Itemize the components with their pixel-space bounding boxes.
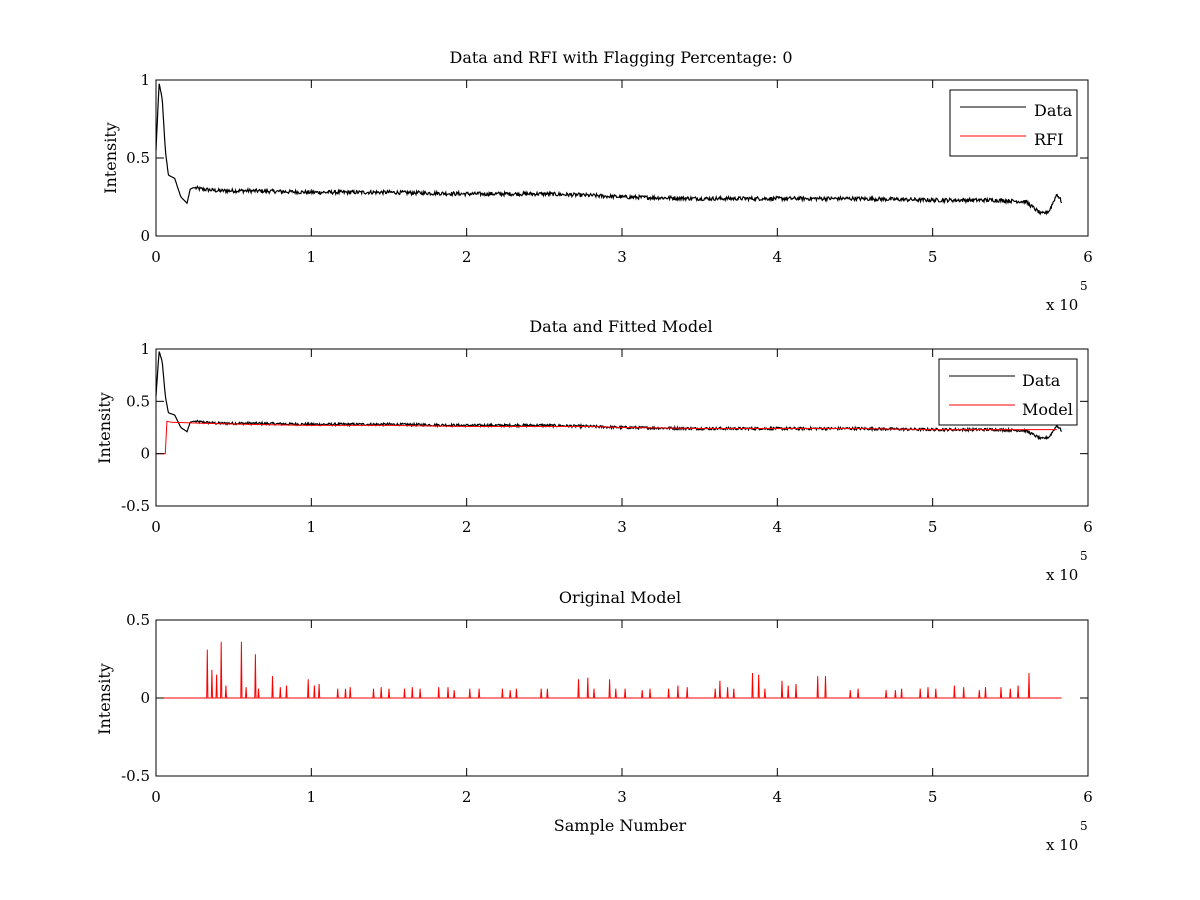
plot-area <box>156 641 1062 699</box>
x-exponent-label: x 10 <box>1046 296 1078 314</box>
ticks: 0 1 2 3 4 5 6-0.500.51 <box>121 340 1093 536</box>
panel-fitted-model: Data and Fitted Model Intensity 0 1 2 3 4 5 6 -… <box>95 317 1093 584</box>
legend: Data RFI <box>949 89 1078 157</box>
legend-label-model: Model <box>1022 400 1073 419</box>
series-line-original-model <box>156 641 1062 699</box>
y-tick-label: 0 <box>140 445 150 463</box>
x-tick-label: 6 <box>1083 788 1093 806</box>
x-tick-label: 5 <box>928 248 938 266</box>
x-tick-label: 4 <box>773 518 783 536</box>
x-tick-label: 3 <box>617 788 627 806</box>
x-tick-label: 0 <box>151 788 161 806</box>
series-line-data <box>155 83 1063 216</box>
y-tick-label: 1 <box>140 340 150 358</box>
panel-title: Original Model <box>559 588 681 607</box>
x-tick-label: 1 <box>307 788 317 806</box>
x-tick-label: 2 <box>462 248 472 266</box>
x-tick-label: 6 <box>1083 518 1093 536</box>
legend-label-data: Data <box>1022 371 1061 390</box>
plot-area <box>155 351 1063 455</box>
x-tick-label: 1 <box>307 518 317 536</box>
y-tick-label: 0.5 <box>126 392 150 410</box>
x-tick-label: 5 <box>928 788 938 806</box>
ticks: 0 1 2 3 4 5 6 0 0.5 1 <box>126 71 1093 266</box>
x-tick-label: 0 <box>151 518 161 536</box>
legend-label-rfi: RFI <box>1034 130 1063 149</box>
y-tick-label: -0.5 <box>121 497 150 515</box>
y-tick-label: -0.5 <box>121 767 150 785</box>
x-tick-label: 3 <box>617 248 627 266</box>
x-axis-label: Sample Number <box>554 816 687 835</box>
y-tick-label: 0.5 <box>126 611 150 629</box>
x-exponent-power: 5 <box>1080 279 1088 293</box>
x-tick-label: 1 <box>307 248 317 266</box>
y-tick-label: 0 <box>140 227 150 245</box>
legend: Data Model <box>938 358 1078 426</box>
x-tick-label: 5 <box>928 518 938 536</box>
x-tick-label: 6 <box>1083 248 1093 266</box>
x-tick-label: 3 <box>617 518 627 536</box>
x-tick-label: 4 <box>773 788 783 806</box>
x-tick-label: 4 <box>773 248 783 266</box>
y-tick-label: 0 <box>140 689 150 707</box>
panel-title: Data and RFI with Flagging Percentage: 0 <box>449 48 792 67</box>
plot-area <box>155 83 1063 216</box>
y-axis-label: Intensity <box>95 663 114 735</box>
x-tick-label: 2 <box>462 518 472 536</box>
panel-title: Data and Fitted Model <box>529 317 712 336</box>
x-exponent-power: 5 <box>1080 819 1088 833</box>
legend-box <box>938 358 1078 426</box>
panel-data-rfi: Data and RFI with Flagging Percentage: 0… <box>101 48 1093 314</box>
x-exponent-label: x 10 <box>1046 836 1078 854</box>
legend-box <box>949 89 1078 157</box>
x-tick-label: 0 <box>151 248 161 266</box>
legend-label-data: Data <box>1034 101 1073 120</box>
x-exponent-power: 5 <box>1080 549 1088 563</box>
y-axis-label: Intensity <box>101 122 120 194</box>
x-tick-label: 2 <box>462 788 472 806</box>
x-exponent-label: x 10 <box>1046 566 1078 584</box>
y-tick-label: 1 <box>140 71 150 89</box>
y-axis-label: Intensity <box>95 392 114 464</box>
ticks: 0 1 2 3 4 5 6-0.500.5 <box>121 611 1093 806</box>
y-tick-label: 0.5 <box>126 149 150 167</box>
panel-original-model: Original Model Intensity 0 1 2 3 4 5 6-0.500.5… <box>95 588 1093 854</box>
series-line-model <box>156 420 1057 455</box>
